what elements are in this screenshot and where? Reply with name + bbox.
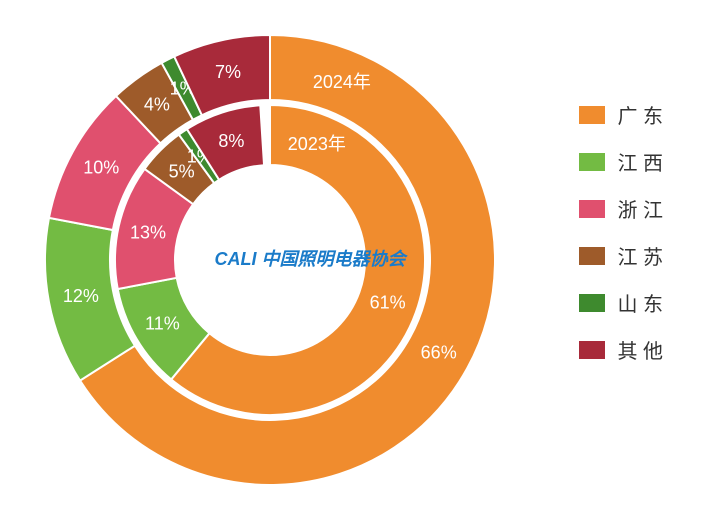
- legend-item: 山 东: [579, 288, 663, 317]
- legend-swatch: [579, 247, 605, 265]
- legend-item: 广 东: [579, 100, 663, 129]
- legend-swatch: [579, 341, 605, 359]
- slice-percent-label: 10%: [83, 157, 119, 177]
- slice-percent-label: 61%: [370, 292, 406, 312]
- center-logo-text: 中国照明电器协会: [262, 249, 406, 269]
- legend-label: 江 西: [617, 147, 663, 176]
- legend-swatch: [579, 294, 605, 312]
- legend-swatch: [579, 200, 605, 218]
- slice-percent-label: 7%: [215, 62, 241, 82]
- legend-label: 山 东: [617, 288, 663, 317]
- legend-label: 广 东: [617, 100, 663, 129]
- slice-percent-label: 66%: [421, 343, 457, 363]
- legend-swatch: [579, 153, 605, 171]
- legend-item: 江 西: [579, 147, 663, 176]
- slice-percent-label: 8%: [218, 131, 244, 151]
- ring-year-label: 2024年: [313, 72, 371, 92]
- center-logo-prefix: CALI: [214, 249, 256, 269]
- legend-swatch: [579, 106, 605, 124]
- center-logo: CALI 中国照明电器协会: [195, 245, 425, 271]
- legend-label: 江 苏: [617, 241, 663, 270]
- legend: 广 东江 西浙 江江 苏山 东其 他: [579, 100, 663, 382]
- donut-chart: 66%12%10%4%1%7%2024年61%11%13%5%1%8%2023年…: [40, 30, 500, 490]
- legend-item: 其 他: [579, 335, 663, 364]
- legend-label: 浙 江: [617, 194, 663, 223]
- legend-item: 浙 江: [579, 194, 663, 223]
- ring-year-label: 2023年: [288, 134, 346, 154]
- legend-label: 其 他: [617, 335, 663, 364]
- slice-percent-label: 12%: [63, 286, 99, 306]
- slice-percent-label: 11%: [145, 314, 180, 334]
- slice-percent-label: 4%: [144, 94, 170, 114]
- slice-percent-label: 13%: [130, 223, 166, 243]
- legend-item: 江 苏: [579, 241, 663, 270]
